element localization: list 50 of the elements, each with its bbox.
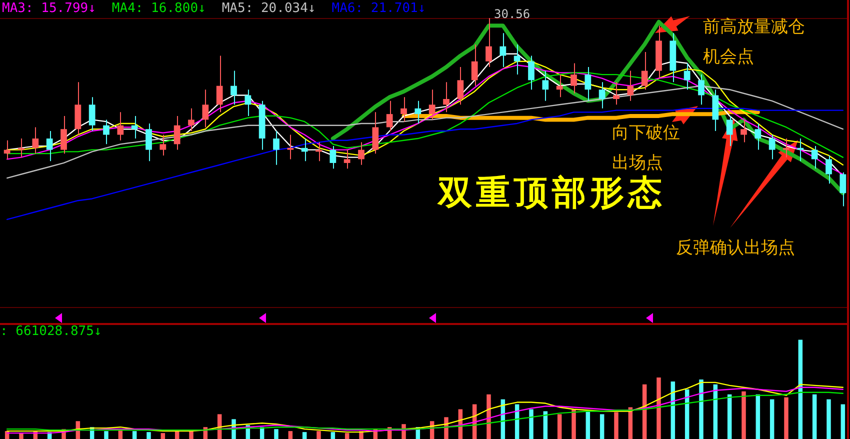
- bar: [770, 399, 774, 439]
- candlestick: [188, 108, 194, 132]
- bar: [798, 340, 803, 439]
- bar: [756, 394, 760, 439]
- text: MA6: 21.701↓: [332, 1, 426, 16]
- bar: [316, 431, 321, 439]
- candlestick: [740, 119, 747, 143]
- bar: [543, 411, 548, 439]
- bar: [330, 432, 336, 439]
- text: MA3: 15.799↓: [2, 1, 96, 16]
- candlestick: [514, 44, 520, 76]
- annotation: 30.56: [494, 7, 530, 21]
- annotation: 前高放量减仓机会点: [703, 16, 806, 69]
- bar: [132, 431, 137, 439]
- text: : 661028.875↓: [0, 324, 102, 339]
- candlestick: [287, 134, 294, 160]
- bar: [727, 394, 732, 439]
- bar: [614, 412, 618, 439]
- bar: [302, 432, 307, 439]
- candlestick: [18, 138, 24, 158]
- bar: [699, 379, 704, 439]
- bar: [586, 411, 590, 439]
- bar: [742, 391, 746, 439]
- bar: [160, 433, 166, 439]
- bar: [146, 432, 151, 439]
- candlestick: [344, 149, 350, 170]
- bar: [288, 431, 293, 439]
- bar: [19, 433, 24, 439]
- bar: [529, 409, 534, 439]
- bar: [826, 399, 831, 439]
- candlestick: [783, 138, 790, 158]
- candlestick: [160, 134, 166, 156]
- bar: [344, 433, 350, 439]
- text: 反弹确认出场点: [676, 237, 795, 259]
- bar: [656, 377, 661, 439]
- bar: [557, 414, 562, 439]
- text: MA4: 16.800↓: [112, 1, 206, 16]
- annotation: 向下破位出场点: [612, 122, 681, 175]
- bar: [486, 394, 491, 439]
- bar: [812, 394, 817, 439]
- text: MA5: 20.034↓: [222, 1, 316, 16]
- annotation: 双重顶部形态: [438, 172, 666, 215]
- candlestick: [797, 138, 804, 162]
- bar: [104, 431, 108, 439]
- bar: [713, 384, 718, 439]
- bar: [784, 397, 788, 439]
- bar: [600, 414, 604, 439]
- bar: [274, 429, 278, 439]
- bar: [572, 409, 576, 439]
- bar: [840, 404, 846, 439]
